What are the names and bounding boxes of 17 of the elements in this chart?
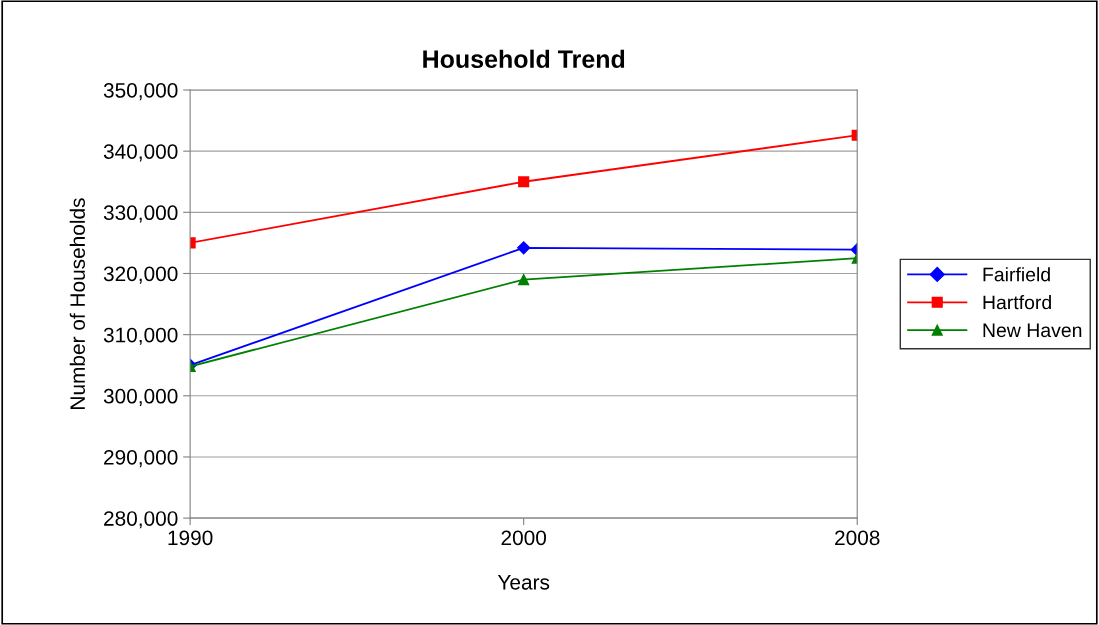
x-tick-label: 2008 [835,530,880,546]
y-tick-label: 330,000 [103,205,178,223]
y-axis-title: Number of Households [69,198,86,409]
y-tick-label: 280,000 [104,511,178,529]
chart-title: Household Trend [423,49,625,69]
legend-label: New Haven [983,323,1082,338]
x-tick-label: 1990 [168,530,213,546]
y-tick-label: 340,000 [103,144,178,162]
legend-label: Hartford [983,295,1051,310]
y-tick-label: 300,000 [103,388,178,407]
x-tick-label: 2000 [501,530,547,546]
y-tick-label: 320,000 [103,266,178,284]
y-tick-label: 310,000 [103,327,178,345]
y-tick-label: 290,000 [104,449,178,468]
y-tick-label: 350,000 [103,83,178,101]
legend-label: Fairfield [983,267,1050,282]
x-axis-title: Years [497,575,550,590]
